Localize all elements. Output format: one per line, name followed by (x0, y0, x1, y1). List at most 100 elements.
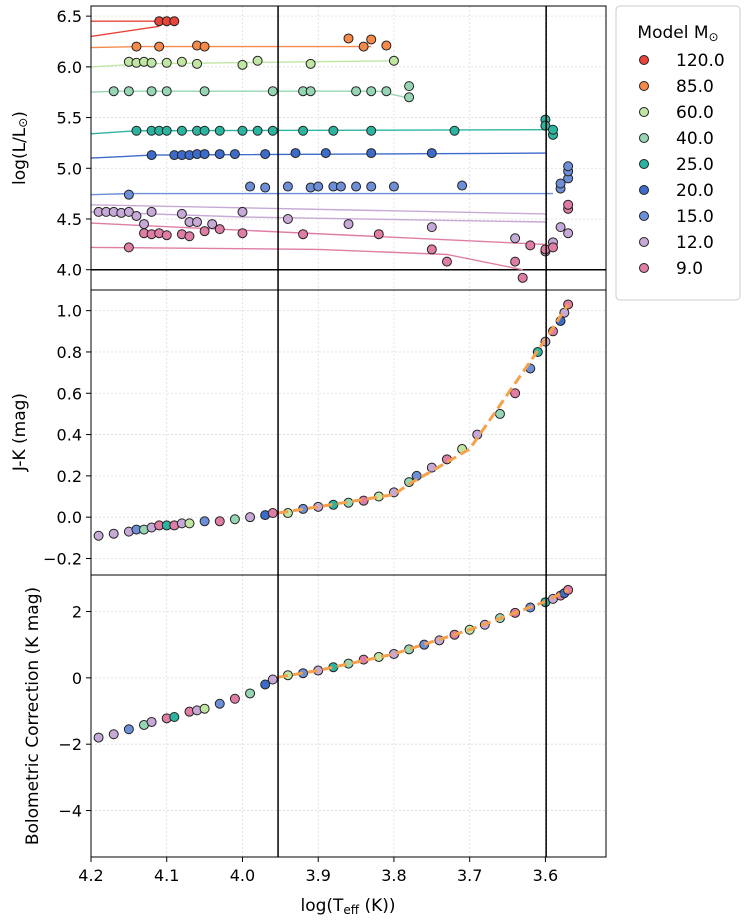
data-point-25.0 (252, 125, 263, 136)
data-point-12.0 (267, 674, 278, 685)
data-point-40.0 (146, 86, 157, 97)
data-point-20.0 (260, 679, 271, 690)
data-point-40.0 (305, 86, 316, 97)
data-point-9.0 (510, 256, 521, 267)
data-point-20.0 (229, 149, 240, 160)
data-point-15.0 (123, 724, 134, 735)
data-point-9.0 (373, 229, 384, 240)
panel-hr-yticks: 4.0 4.5 5.0 5.5 6.0 6.5 (57, 7, 91, 280)
x-tick-label: 4.0 (230, 866, 255, 885)
data-point-20.0 (214, 149, 225, 160)
data-point-15.0 (260, 182, 271, 193)
data-point-15.0 (563, 161, 574, 172)
y-tick-label: −2 (58, 735, 82, 754)
data-point-9.0 (214, 516, 225, 527)
data-point-15.0 (214, 698, 225, 709)
y-tick-label: 6.5 (57, 7, 82, 26)
x-tick-label: 4.1 (154, 866, 179, 885)
legend-marker-25.0 (639, 159, 649, 169)
data-point-25.0 (176, 125, 187, 136)
y-tick-label: 4.0 (57, 261, 82, 280)
data-point-12.0 (146, 206, 157, 217)
data-point-12.0 (192, 217, 203, 228)
data-point-9.0 (298, 229, 309, 240)
data-point-85.0 (131, 41, 142, 52)
data-point-9.0 (517, 272, 528, 283)
data-point-9.0 (199, 226, 210, 237)
legend-label: 12.0 (676, 233, 714, 253)
data-point-9.0 (184, 231, 195, 242)
panel-bc-yticks: −4 −2 0 2 (58, 602, 91, 821)
legend-box (615, 5, 741, 301)
track-line-120.0 (90, 25, 160, 38)
track-line-40.0 (90, 90, 410, 99)
y-tick-label: 0.4 (57, 426, 82, 445)
y-tick-label: 0.8 (57, 343, 82, 362)
data-point-40.0 (229, 514, 240, 525)
data-point-15.0 (282, 181, 293, 192)
data-point-12.0 (282, 214, 293, 224)
data-point-25.0 (547, 124, 558, 135)
data-point-25.0 (298, 125, 309, 136)
track-line-15.0 (90, 192, 553, 196)
data-point-60.0 (161, 57, 172, 68)
data-point-25.0 (169, 711, 180, 722)
track-line-9.0 (90, 222, 546, 246)
track-line-12.0 (90, 211, 546, 223)
data-point-85.0 (381, 40, 392, 51)
data-point-12.0 (139, 219, 150, 230)
data-point-20.0 (146, 150, 157, 161)
data-point-40.0 (404, 92, 415, 103)
data-point-9.0 (441, 256, 452, 267)
data-point-9.0 (525, 240, 536, 251)
data-point-12.0 (108, 729, 119, 740)
data-point-9.0 (229, 693, 240, 704)
data-point-15.0 (335, 181, 346, 192)
data-point-12.0 (563, 228, 574, 239)
panel-bc-frame (90, 574, 607, 858)
data-point-40.0 (199, 86, 210, 97)
y-tick-label: 6.0 (57, 58, 82, 77)
data-point-60.0 (184, 518, 195, 529)
data-point-40.0 (351, 86, 362, 97)
y-tick-label: −4 (58, 802, 82, 821)
data-point-40.0 (494, 408, 505, 419)
x-tick-label: 3.9 (305, 866, 330, 885)
data-point-20.0 (426, 148, 437, 159)
y-tick-label: 0.6 (57, 384, 82, 403)
data-point-40.0 (366, 86, 377, 97)
legend-marker-9.0 (639, 263, 649, 273)
panel-hr-ylabel: log(L/L⊙) (10, 111, 30, 185)
data-point-15.0 (245, 181, 256, 192)
data-point-40.0 (245, 688, 256, 699)
legend-label: 85.0 (676, 77, 714, 97)
y-tick-label: −0.2 (43, 549, 82, 568)
data-point-40.0 (381, 86, 392, 97)
fit-line (277, 588, 569, 679)
data-point-15.0 (199, 516, 210, 527)
legend-entries: 120.0 85.0 60.0 40.0 25.0 20.0 15.0 12.0 9.0 (639, 51, 725, 279)
data-point-15.0 (388, 181, 399, 192)
data-point-9.0 (547, 242, 558, 253)
data-point-12.0 (108, 528, 119, 539)
fit-line (277, 303, 570, 515)
legend-title: Model M⊙ (637, 23, 718, 44)
data-point-20.0 (366, 148, 377, 159)
data-point-85.0 (358, 41, 369, 52)
data-point-12.0 (176, 208, 187, 219)
y-tick-label: 2 (72, 602, 82, 621)
panel-bc-ylabel: Bolometric Correction (K mag) (23, 587, 43, 845)
y-tick-label: 0 (72, 669, 82, 688)
legend-marker-12.0 (639, 237, 649, 247)
data-point-9.0 (161, 230, 172, 241)
legend-marker-60.0 (639, 107, 649, 117)
data-point-15.0 (123, 189, 134, 200)
data-point-9.0 (510, 388, 521, 399)
data-point-12.0 (510, 233, 521, 244)
panel-jk-points (93, 299, 574, 541)
data-point-60.0 (305, 58, 316, 69)
y-tick-label: 5.5 (57, 109, 82, 128)
data-point-12.0 (555, 222, 566, 233)
data-point-85.0 (366, 34, 377, 45)
